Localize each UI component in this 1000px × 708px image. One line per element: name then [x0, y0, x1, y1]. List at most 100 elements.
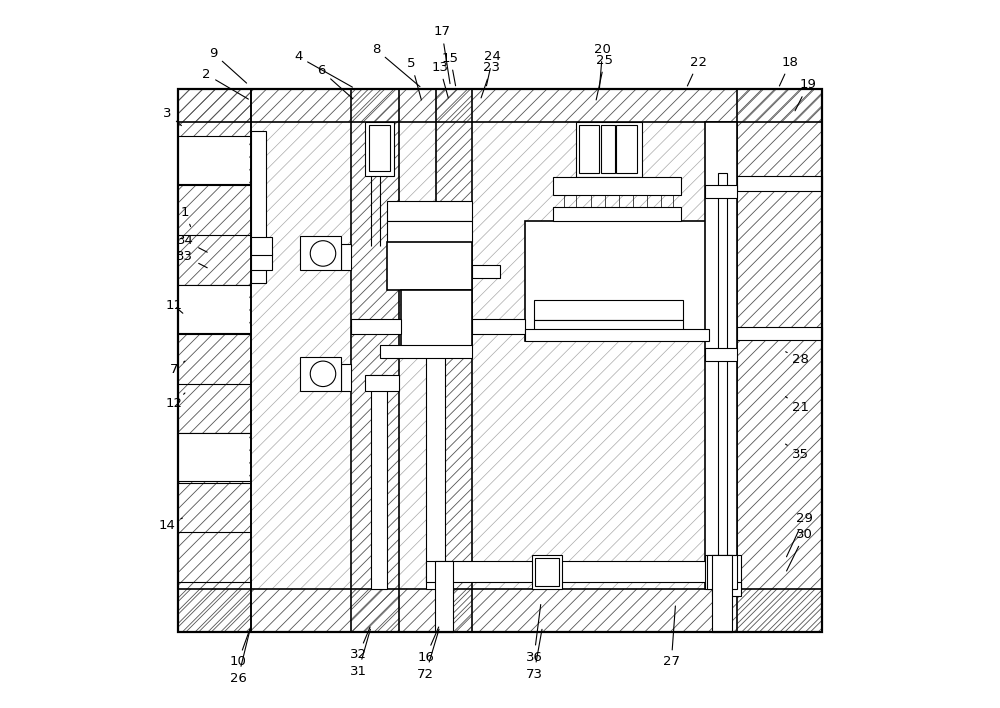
Text: 8: 8 [372, 43, 420, 86]
Bar [436, 88, 472, 632]
Text: 35: 35 [785, 444, 809, 461]
Text: 5: 5 [407, 57, 421, 100]
Text: 14: 14 [159, 518, 182, 532]
Bar [436, 88, 472, 632]
Bar [553, 177, 681, 195]
Bar [576, 122, 642, 177]
Text: 36: 36 [526, 605, 542, 663]
Bar [707, 555, 737, 589]
Bar [351, 319, 401, 334]
Text: 26: 26 [230, 629, 250, 685]
Bar [712, 555, 732, 632]
Bar [387, 201, 472, 221]
Bar [371, 375, 387, 589]
Text: 73: 73 [525, 629, 542, 680]
Bar [178, 88, 251, 632]
Bar [341, 244, 351, 270]
Bar [472, 265, 500, 278]
Bar [387, 242, 472, 290]
Bar [712, 582, 741, 596]
Text: 22: 22 [687, 56, 707, 86]
Bar [178, 88, 822, 632]
Bar [380, 345, 472, 358]
Bar [426, 561, 737, 582]
Bar [616, 125, 637, 173]
Text: 2: 2 [202, 68, 248, 99]
Bar [251, 131, 266, 283]
Text: 34: 34 [177, 234, 207, 252]
Bar [401, 290, 472, 346]
Text: 6: 6 [317, 64, 353, 98]
Text: 27: 27 [663, 606, 680, 668]
Bar [532, 555, 562, 589]
Bar [534, 320, 683, 334]
Bar [525, 221, 727, 341]
Bar [579, 125, 599, 173]
Bar [365, 375, 399, 391]
Text: 29: 29 [786, 512, 813, 556]
Bar [535, 558, 559, 586]
Text: 4: 4 [294, 50, 352, 87]
Text: 33: 33 [176, 250, 207, 268]
Bar [300, 236, 341, 270]
Bar [365, 122, 394, 176]
Bar [178, 88, 822, 122]
Text: 31: 31 [350, 629, 370, 678]
Text: 72: 72 [417, 629, 439, 680]
Text: 23: 23 [481, 61, 500, 98]
Bar [705, 185, 737, 198]
Bar [351, 88, 399, 632]
Text: 3: 3 [163, 107, 181, 125]
Bar [341, 364, 351, 391]
Text: 15: 15 [442, 52, 459, 86]
Bar [178, 88, 822, 632]
Text: 13: 13 [431, 61, 448, 98]
Bar [351, 88, 399, 632]
Text: 25: 25 [596, 54, 613, 100]
Text: 1: 1 [181, 206, 191, 227]
Bar [718, 173, 727, 584]
Bar [737, 88, 822, 632]
Bar [387, 221, 472, 242]
Bar [300, 357, 341, 391]
Bar [426, 346, 445, 589]
Bar [472, 319, 525, 334]
Text: 18: 18 [779, 56, 799, 86]
Text: 30: 30 [787, 528, 813, 571]
Bar [178, 88, 251, 632]
Text: 7: 7 [170, 361, 185, 376]
Bar [705, 122, 737, 589]
Text: 32: 32 [350, 627, 370, 661]
Bar [737, 327, 822, 340]
Bar [179, 285, 249, 333]
Bar [178, 589, 822, 632]
Bar [179, 433, 249, 481]
Bar [369, 125, 390, 171]
Bar [178, 88, 822, 122]
Bar [737, 176, 822, 191]
Text: 19: 19 [795, 79, 816, 110]
Text: 9: 9 [209, 47, 247, 83]
Bar [553, 207, 681, 221]
Bar [525, 329, 709, 341]
Bar [178, 88, 251, 632]
Text: 12: 12 [166, 393, 185, 410]
Text: 20: 20 [594, 43, 611, 89]
Bar [435, 561, 453, 632]
Text: 28: 28 [786, 352, 809, 366]
Bar [251, 237, 272, 255]
Bar [737, 88, 822, 632]
Bar [178, 589, 822, 632]
Text: 16: 16 [417, 627, 439, 663]
Bar [705, 348, 737, 361]
Bar [251, 253, 272, 270]
Text: 21: 21 [785, 396, 809, 413]
Bar [601, 125, 615, 173]
Text: 24: 24 [484, 50, 501, 86]
Bar [705, 555, 741, 589]
Bar [534, 300, 683, 320]
Text: 17: 17 [433, 25, 450, 84]
Text: 11: 11 [166, 299, 183, 313]
Bar [179, 136, 249, 184]
Text: 10: 10 [230, 629, 250, 668]
